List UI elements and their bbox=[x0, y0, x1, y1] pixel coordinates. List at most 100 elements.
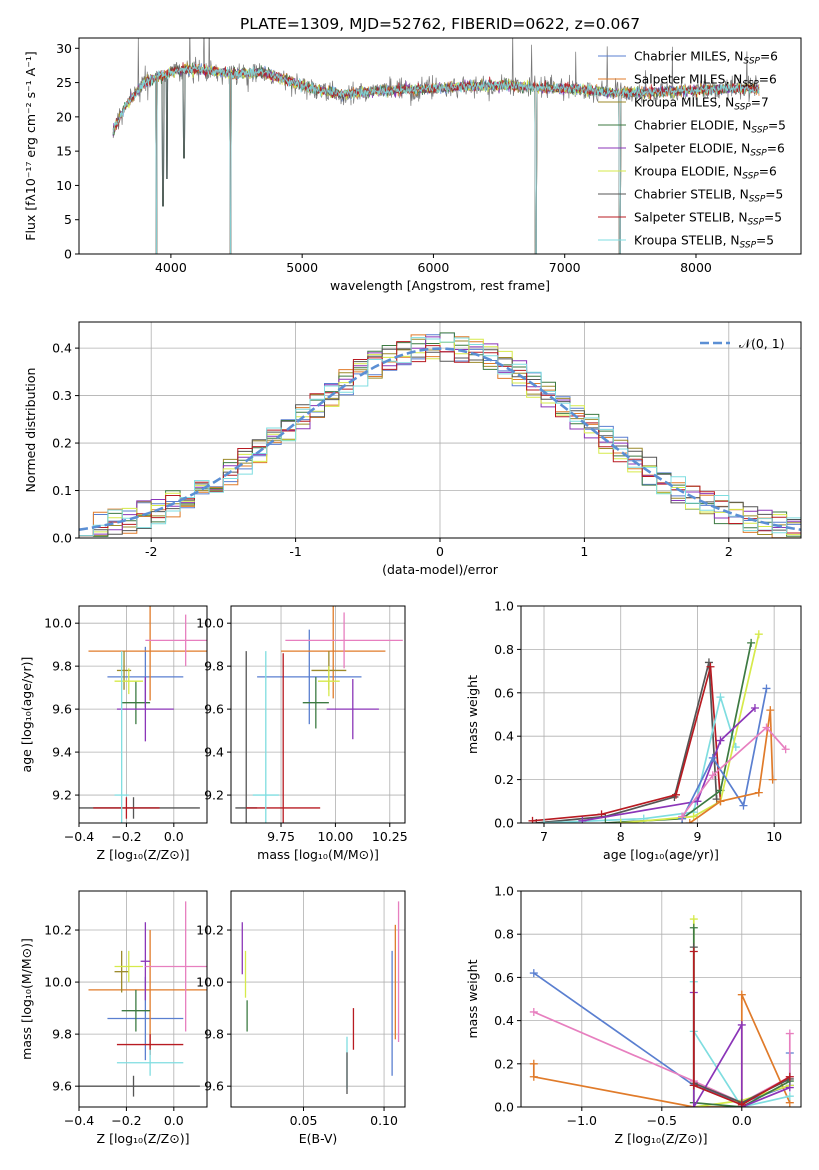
axes-frame bbox=[78, 890, 208, 1108]
plot-area-mass_vs_ebv bbox=[241, 901, 400, 1094]
legend-label-sub: SSP bbox=[742, 80, 759, 90]
x-tick-label: 0.0 bbox=[164, 829, 184, 844]
errorbar-point bbox=[145, 901, 207, 1032]
plot-area-massweight_vs_Z bbox=[529, 915, 794, 1107]
weight-marker bbox=[785, 1029, 794, 1038]
y-tick-label: 10.0 bbox=[196, 616, 224, 631]
y-tick-label: 25 bbox=[56, 75, 72, 90]
model-spectrum-line bbox=[112, 64, 760, 254]
legend-label-name: Salpeter MILES, N bbox=[634, 73, 742, 87]
x-tick-label: 0.05 bbox=[290, 1113, 318, 1128]
weight-series bbox=[685, 706, 777, 823]
axes-frame bbox=[230, 890, 406, 1108]
legend-label-name: Salpeter ELODIE, N bbox=[634, 142, 750, 156]
y-tick-label: 1.0 bbox=[494, 884, 514, 899]
legend-label-tail: =5 bbox=[764, 211, 782, 225]
x-tick-label: 1 bbox=[580, 544, 588, 559]
weight-series bbox=[678, 684, 771, 823]
weight-marker bbox=[708, 753, 717, 762]
y-axis-label: mass [log₁₀(M/M⊙)] bbox=[19, 938, 34, 1060]
legend-label: Chabrier MILES, NSSP=6 bbox=[634, 50, 778, 67]
legend-label-name: Chabrier STELIB, N bbox=[634, 188, 749, 202]
x-axis-label: Z [log₁₀(Z/Z⊙)] bbox=[97, 1131, 190, 1146]
y-tick-label: 10.2 bbox=[44, 923, 72, 938]
errorbar-point bbox=[246, 653, 321, 823]
y-tick-label: 0.8 bbox=[494, 927, 514, 942]
weight-marker bbox=[716, 736, 725, 745]
weight-marker bbox=[762, 684, 771, 693]
legend-label: 𝒩(0, 1) bbox=[739, 336, 785, 351]
y-axis-label: mass weight bbox=[465, 675, 480, 754]
weight-marker bbox=[689, 915, 698, 924]
y-tick-label: 0.2 bbox=[494, 1056, 514, 1071]
legend-label-tail: =6 bbox=[759, 165, 777, 179]
axes-frame bbox=[78, 37, 802, 255]
weight-marker bbox=[754, 630, 763, 639]
weight-marker bbox=[689, 812, 698, 821]
errorbar-point bbox=[116, 676, 174, 742]
y-tick-label: 9.8 bbox=[52, 1027, 72, 1042]
errorbar-point bbox=[145, 614, 207, 667]
weight-marker bbox=[716, 797, 725, 806]
y-tick-label: 0.4 bbox=[494, 1013, 514, 1028]
x-tick-label: 4000 bbox=[155, 260, 187, 275]
weight-marker bbox=[737, 1020, 746, 1029]
y-axis-label: Flux [fλ10⁻¹⁷ erg cm⁻² s⁻¹ A⁻¹] bbox=[23, 51, 38, 240]
y-tick-label: 10.0 bbox=[44, 975, 72, 990]
y-tick-label: 0 bbox=[64, 247, 72, 262]
legend-label-name: Chabrier MILES, N bbox=[634, 50, 743, 64]
weight-marker bbox=[578, 816, 587, 823]
weight-marker bbox=[689, 1081, 698, 1090]
weight-line bbox=[582, 707, 756, 822]
legend-label-sub: SSP bbox=[742, 172, 759, 182]
y-tick-label: 9.8 bbox=[204, 1027, 224, 1042]
axes-massweight_vs_age: 7 8 9 10 0.0 0.2 0.4 0.6 0.8 1.0 age [log₁₀(age/yr… bbox=[465, 599, 802, 862]
weight-marker bbox=[529, 1007, 538, 1016]
x-tick-label: 0 bbox=[436, 544, 444, 559]
weight-marker bbox=[529, 1059, 538, 1068]
legend-label-tail: =6 bbox=[760, 50, 778, 64]
weight-marker bbox=[706, 662, 715, 671]
y-tick-label: 0.6 bbox=[494, 685, 514, 700]
x-axis-label: (data-model)/error bbox=[382, 562, 499, 577]
axes-spectrum: 4000 5000 6000 7000 8000 0 5 10 15 20 25 30 waveleng… bbox=[23, 37, 802, 293]
weight-marker bbox=[762, 723, 771, 732]
weight-marker bbox=[704, 658, 713, 667]
y-tick-label: 0.0 bbox=[494, 816, 514, 831]
errorbar-point bbox=[114, 651, 129, 823]
y-tick-label: 1.0 bbox=[494, 599, 514, 614]
y-tick-label: 0.4 bbox=[494, 729, 514, 744]
legend-label-tail: =6 bbox=[767, 142, 785, 156]
y-tick-label: 9.6 bbox=[52, 702, 72, 717]
x-tick-label: 6000 bbox=[418, 260, 450, 275]
weight-series bbox=[678, 723, 790, 821]
legend-label: Kroupa MILES, NSSP=7 bbox=[634, 96, 769, 113]
weight-marker bbox=[737, 990, 746, 999]
errorbar-point bbox=[318, 666, 340, 697]
x-tick-label: 0.10 bbox=[370, 1113, 398, 1128]
weight-marker bbox=[766, 706, 775, 715]
x-tick-label: −1.0 bbox=[567, 1113, 597, 1128]
legend-label: Chabrier ELODIE, NSSP=5 bbox=[634, 119, 786, 136]
weight-marker bbox=[689, 947, 698, 956]
x-tick-label: 0.0 bbox=[164, 1113, 184, 1128]
weight-marker bbox=[529, 1072, 538, 1081]
legend-label-sub: SSP bbox=[743, 57, 760, 67]
x-tick-label: 9 bbox=[693, 829, 701, 844]
weight-marker bbox=[708, 771, 717, 780]
y-tick-label: 20 bbox=[56, 109, 72, 124]
y-tick-label: 30 bbox=[56, 41, 72, 56]
axes-residuals: -2 -1 0 1 2 0.0 0.1 0.2 0.3 0.4 (data-model)/error… bbox=[23, 321, 802, 577]
y-tick-label: 9.2 bbox=[52, 788, 72, 803]
x-tick-label: 10.00 bbox=[318, 829, 354, 844]
y-tick-label: 10 bbox=[56, 178, 72, 193]
y-tick-label: 15 bbox=[56, 144, 72, 159]
weight-marker bbox=[737, 1100, 746, 1107]
errorbar-point bbox=[140, 922, 151, 1001]
weight-marker bbox=[781, 745, 790, 754]
x-tick-label: 0.0 bbox=[732, 1113, 752, 1128]
x-tick-label: 8 bbox=[617, 829, 625, 844]
weight-line bbox=[681, 688, 768, 820]
x-tick-label: −0.4 bbox=[64, 829, 94, 844]
x-tick-label: 10.25 bbox=[372, 829, 408, 844]
